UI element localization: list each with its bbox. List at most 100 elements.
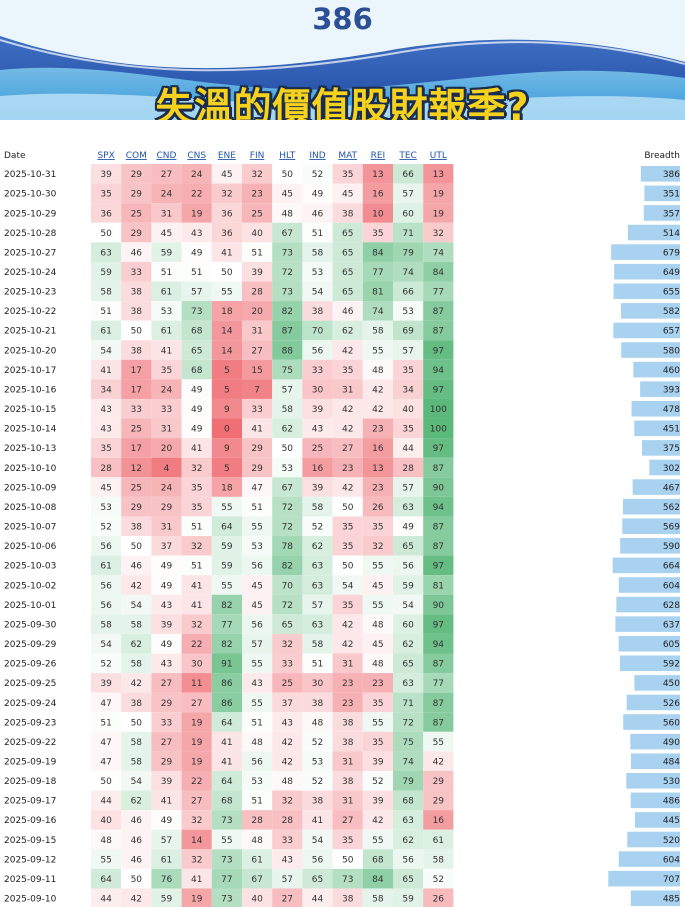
cell-value: 72 [282, 601, 293, 611]
heat-cell [211, 281, 242, 302]
breadth-bar [649, 459, 680, 476]
column-header-utl[interactable]: UTL [430, 151, 447, 161]
cell-value: 27 [282, 895, 293, 905]
heat-cell [91, 888, 122, 907]
heat-cell [302, 751, 333, 771]
cell-value: 14 [191, 836, 203, 846]
cell-value: 31 [342, 660, 353, 670]
cell-value: 31 [342, 757, 353, 767]
heat-cell [302, 770, 333, 791]
column-header-cns[interactable]: CNS [187, 151, 206, 161]
cell-value: 51 [100, 718, 111, 728]
column-header-mat[interactable]: MAT [338, 151, 357, 161]
heat-cell [121, 222, 152, 243]
cell-value: 28 [251, 288, 263, 298]
heat-cell [393, 692, 424, 713]
cell-value: 97 [433, 620, 444, 630]
heat-cell [211, 320, 242, 341]
row-date: 2025-09-17 [4, 797, 56, 807]
breadth-value: 484 [663, 757, 680, 767]
column-header-ene[interactable]: ENE [218, 151, 236, 161]
heat-cell [181, 477, 212, 497]
cell-value: 51 [191, 523, 202, 533]
cell-value: 18 [221, 483, 233, 493]
cell-value: 55 [221, 503, 232, 513]
cell-value: 19 [191, 209, 203, 219]
cell-value: 58 [100, 288, 112, 298]
cell-value: 48 [312, 718, 324, 728]
cell-value: 82 [221, 601, 232, 611]
heat-cell [91, 340, 122, 360]
heat-cell [393, 222, 424, 243]
column-header-fin[interactable]: FIN [250, 151, 265, 161]
column-header-com[interactable]: COM [126, 151, 147, 161]
cell-value: 100 [430, 405, 447, 415]
heat-cell [362, 340, 393, 360]
breadth-value: 590 [663, 542, 680, 552]
heat-cell [332, 418, 363, 439]
heat-cell [181, 712, 212, 732]
cell-value: 72 [282, 523, 293, 533]
heat-cell [121, 555, 152, 576]
heat-cell [423, 203, 454, 223]
heat-cell [181, 810, 212, 830]
cell-value: 29 [251, 444, 263, 454]
heat-cell [332, 242, 363, 262]
cell-value: 19 [433, 209, 445, 219]
cell-value: 41 [161, 346, 172, 356]
heat-cell [121, 868, 152, 889]
cell-value: 54 [342, 581, 354, 591]
heat-cell [272, 379, 303, 399]
column-header-tec[interactable]: TEC [398, 151, 416, 161]
column-header-rei[interactable]: REI [371, 151, 386, 161]
heat-cell [91, 849, 122, 869]
cell-value: 9 [224, 405, 230, 415]
heat-cell [211, 653, 242, 674]
heat-cell [362, 398, 393, 419]
cell-value: 68 [221, 797, 233, 807]
heat-cell [332, 614, 363, 634]
heat-cell [211, 633, 242, 654]
heat-cell [91, 398, 122, 419]
heat-cell [302, 536, 333, 556]
heat-cell [302, 868, 333, 889]
row-date: 2025-09-24 [4, 699, 57, 709]
column-header-hlt[interactable]: HLT [279, 151, 296, 161]
heat-cell [423, 790, 454, 811]
cell-value: 53 [161, 307, 172, 317]
heat-cell [242, 712, 273, 732]
row-date: 2025-09-25 [4, 679, 56, 689]
heat-cell [181, 203, 212, 223]
cell-value: 45 [372, 640, 383, 650]
breadth-bar [634, 675, 680, 691]
cell-value: 37 [282, 699, 293, 709]
cell-value: 54 [402, 601, 414, 611]
cell-value: 55 [251, 660, 262, 670]
heat-cell [181, 731, 212, 752]
cell-value: 65 [402, 875, 413, 885]
heat-cell [332, 340, 363, 360]
heat-cell [151, 751, 182, 771]
cell-value: 61 [433, 836, 444, 846]
heat-cell [393, 203, 424, 223]
heat-cell [151, 888, 182, 907]
heat-cell [393, 536, 424, 556]
column-header-ind[interactable]: IND [309, 151, 325, 161]
heat-cell [393, 261, 424, 282]
heat-cell [362, 770, 393, 791]
cell-value: 48 [251, 836, 263, 846]
cell-value: 74 [402, 268, 414, 278]
heat-cell [423, 418, 454, 439]
row-date: 2025-10-10 [4, 464, 57, 474]
cell-value: 97 [433, 385, 444, 395]
heat-cell [181, 281, 212, 302]
cell-value: 39 [100, 679, 112, 689]
cell-value: 87 [282, 327, 293, 337]
row-date: 2025-10-13 [4, 444, 56, 454]
heat-cell [181, 673, 212, 693]
column-header-spx[interactable]: SPX [97, 151, 114, 161]
column-header-cnd[interactable]: CND [157, 151, 177, 161]
heat-cell [393, 770, 424, 791]
cell-value: 47 [100, 757, 111, 767]
heat-cell [91, 829, 122, 850]
